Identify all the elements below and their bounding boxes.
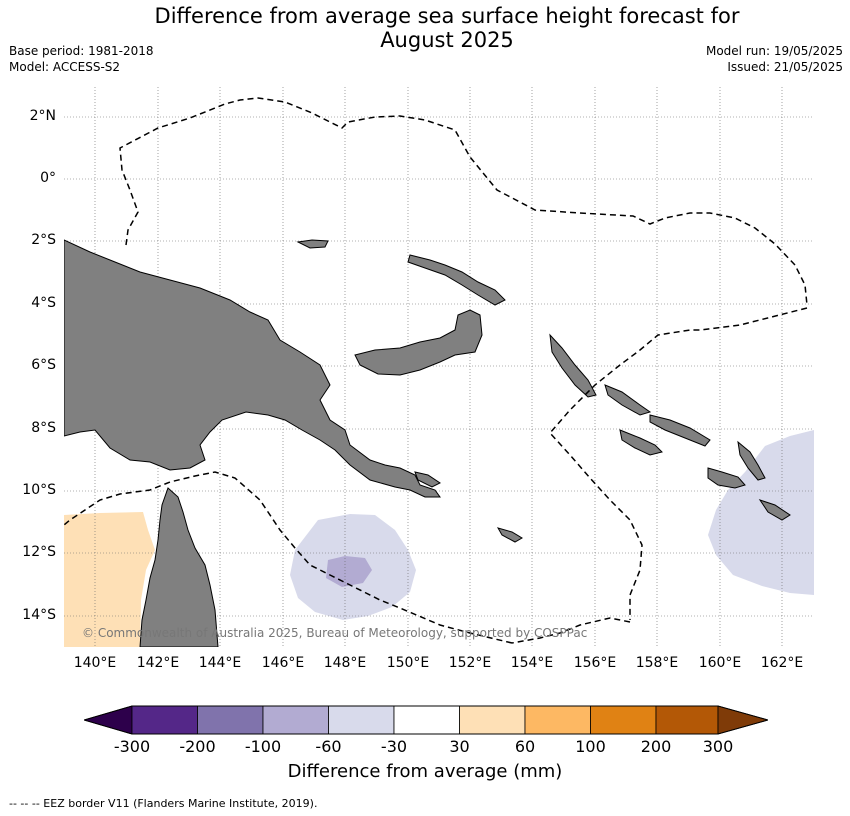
colorbar-bin (131, 705, 198, 735)
colorbar-tick-label: 60 (514, 737, 536, 756)
lat-label: 10°S (22, 482, 56, 498)
colorbar-tick-label: 200 (640, 737, 672, 756)
solomon-islands-north (604, 384, 652, 416)
lat-label: 12°S (22, 544, 56, 560)
colorbar-tick-label: -300 (113, 737, 151, 756)
guadalcanal-island (619, 429, 663, 456)
copyright-notice: © Commonwealth of Australia 2025, Bureau… (82, 626, 588, 640)
cape-york-peninsula (139, 487, 219, 647)
lon-label: 142°E (136, 655, 180, 671)
lon-label: 150°E (386, 655, 430, 671)
colorbar-bin (262, 705, 329, 735)
lon-label: 154°E (510, 655, 554, 671)
colorbar (84, 705, 768, 735)
lon-label: 140°E (73, 655, 117, 671)
lat-label: 8°S (31, 420, 56, 436)
new-guinea-island (64, 239, 441, 498)
malaita-island (737, 440, 766, 481)
rennell-island (758, 499, 791, 521)
new-ireland-island (407, 254, 506, 306)
anomaly-positive-region (64, 512, 155, 647)
colorbar-bin (524, 705, 591, 735)
colorbar-bin (393, 705, 460, 735)
colorbar-title: Difference from average (mm) (287, 761, 563, 782)
colorbar-tick-label: -100 (244, 737, 282, 756)
colorbar-bin (590, 705, 657, 735)
lat-label: 2°S (31, 232, 56, 248)
map-title: Difference from average sea surface heig… (0, 4, 850, 52)
eez-borders (64, 97, 808, 644)
landmass (64, 239, 791, 647)
colorbar-outline (84, 705, 768, 735)
eez-footnote: -- -- -- EEZ border V11 (Flanders Marine… (9, 797, 318, 810)
lat-label: 2°N (29, 108, 56, 124)
anomaly-negative-region-east (708, 430, 814, 595)
lat-label: 4°S (31, 295, 56, 311)
lat-label: 14°S (22, 607, 56, 623)
lon-label: 156°E (573, 655, 617, 671)
lat-label: 0° (40, 170, 56, 186)
goodenough-island (414, 471, 441, 488)
lat-label: 6°S (31, 357, 56, 373)
colorbar-tick-label: -60 (315, 737, 342, 756)
base-period: Base period: 1981-2018 (9, 44, 154, 58)
colorbar-tick-label: 30 (449, 737, 470, 756)
lon-label: 146°E (261, 655, 305, 671)
meta-right: Model run: 19/05/2025 Issued: 21/05/2025 (706, 43, 843, 75)
map-title-line1: Difference from average sea surface heig… (154, 4, 740, 28)
colorbar-bin (197, 705, 264, 735)
colorbar-tick-label: 300 (702, 737, 734, 756)
model-run: Model run: 19/05/2025 (705, 44, 843, 58)
bougainville-island (549, 333, 597, 398)
lon-label: 144°E (198, 655, 242, 671)
colorbar-high-extend (717, 705, 768, 735)
issued-date: Issued: 21/05/2025 (727, 60, 843, 74)
colorbar-bin (328, 705, 395, 735)
anomaly-strong-negative-region (326, 556, 372, 587)
lon-label: 148°E (323, 655, 367, 671)
colorbar-tick-label: 100 (575, 737, 606, 756)
new-britain-island (354, 309, 483, 376)
colorbar-tick-label: -30 (380, 737, 408, 756)
map-panel (64, 87, 814, 647)
milne-bay-islands (496, 527, 523, 543)
colorbar-bin (655, 705, 719, 735)
solomon-islands-central (649, 414, 711, 447)
colorbar-bin (459, 705, 526, 735)
lon-label: 152°E (448, 655, 492, 671)
map-svg (64, 87, 814, 647)
lon-label: 158°E (635, 655, 679, 671)
lon-label: 162°E (760, 655, 804, 671)
manus-island (296, 239, 329, 249)
colorbar-low-extend (84, 705, 133, 735)
map-title-line2: August 2025 (380, 28, 514, 52)
colorbar-tick-label: -200 (179, 737, 216, 756)
makira-island (707, 467, 746, 489)
model-name: Model: ACCESS-S2 (9, 60, 121, 74)
lon-label: 160°E (698, 655, 742, 671)
meta-left: Base period: 1981-2018 Model: ACCESS-S2 (9, 43, 154, 75)
